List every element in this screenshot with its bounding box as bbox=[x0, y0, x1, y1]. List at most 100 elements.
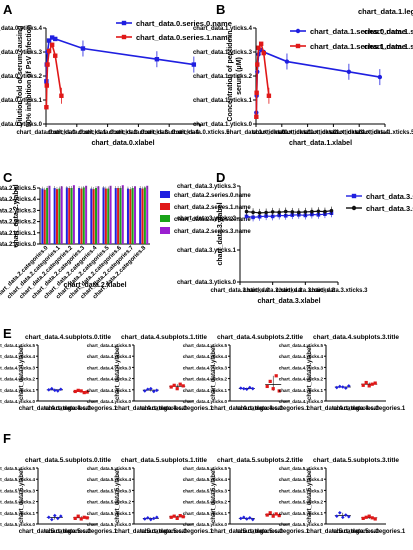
panel-f-subplot-1-category-label: chart_data.5.categories.0 bbox=[115, 529, 188, 535]
panel-a-x-axis-title: chart_data.0.xlabel bbox=[91, 140, 154, 147]
panel-a-xtick-label: chart_data.0.xticks.3 bbox=[109, 130, 169, 136]
panel-e-subplot-2-ytick-label: chart_data.4.yticks.2 bbox=[183, 377, 228, 382]
panel-f-subplot-1-data-point bbox=[149, 517, 153, 522]
panel-d-data-point bbox=[270, 214, 275, 219]
panel-f-subplot-3-y-axis-title: chart_data.5.ylabel bbox=[307, 469, 313, 523]
panel-e-subplot-1-data-point bbox=[149, 386, 153, 391]
panel-c-bar bbox=[131, 188, 134, 244]
panel-c-bar bbox=[119, 188, 122, 244]
panel-f-subplot-1-ytick-label: chart_data.5.yticks.2 bbox=[87, 500, 132, 505]
panel-f-subplot-0-data-point bbox=[56, 516, 60, 521]
panel-c-bar bbox=[55, 189, 58, 244]
panel-f-subplot-0-data-point bbox=[59, 514, 63, 518]
panel-f-subplot-3-ytick-label: chart_data.5.yticks.2 bbox=[279, 500, 324, 505]
panel-c-bar bbox=[114, 188, 117, 244]
panel-e-subplot-2-data-point bbox=[268, 379, 272, 383]
panel-c-bar bbox=[43, 189, 46, 244]
panel-a-legend-label: chart_data.0.series.1.name bbox=[136, 33, 232, 42]
panel-c-legend-swatch bbox=[160, 203, 170, 210]
panel-f-subplot-2-data-point bbox=[251, 517, 255, 522]
panel-f-subplot-2-ytick-label: chart_data.5.yticks.0 bbox=[183, 522, 228, 527]
panel-e-subplot-1-data-point bbox=[172, 383, 176, 387]
panel-d-data-point bbox=[316, 209, 321, 214]
panel-c-bar bbox=[82, 188, 85, 244]
panel-c-bar bbox=[146, 188, 149, 244]
panel-f-subplot-1-data-point bbox=[169, 515, 173, 519]
panel-a-series-line-0 bbox=[45, 36, 194, 82]
panel-label-d: D bbox=[216, 170, 225, 185]
panel-c-bar bbox=[60, 188, 63, 244]
panel-c-y-axis-title: chart_data.2.ylabel bbox=[13, 184, 20, 247]
panel-a-xtick-label: chart_data.0.xticks.2 bbox=[78, 130, 138, 136]
panel-e-subplot-0-category-label: chart_data.4.categories.0 bbox=[19, 406, 92, 412]
panel-a-ytick-label: chart_data.0.yticks.4 bbox=[0, 26, 43, 32]
panel-f-subplot-0-category-label: chart_data.5.categories.0 bbox=[19, 529, 92, 535]
panel-d-data-point bbox=[283, 213, 288, 218]
panel-f-subplot-0-data-point bbox=[47, 515, 51, 520]
panel-e-subplot-2-ytick-label: chart_data.4.yticks.0 bbox=[183, 399, 228, 404]
panel-f-subplot-3-data-point bbox=[361, 516, 365, 520]
panel-b-ytick-label: chart_data.1.yticks.4 bbox=[193, 26, 253, 32]
panel-d-data-point bbox=[310, 209, 314, 214]
panel-e-subplot-0-data-point bbox=[82, 391, 86, 395]
panel-a-data-point bbox=[80, 46, 86, 51]
panel-c-bar bbox=[92, 189, 95, 244]
panel-d-data-point bbox=[303, 210, 308, 214]
panel-b-legend-label: chart_data.1.series.0.name bbox=[310, 27, 406, 36]
panel-e-subplot-0-data-point bbox=[50, 386, 54, 391]
panel-c-legend-label: chart_data.2.series.1.name bbox=[174, 205, 251, 211]
panel-a-legend-label: chart_data.0.series.0.name bbox=[136, 19, 232, 28]
panel-c-bar bbox=[121, 188, 124, 244]
panel-e-subplot-0-ytick-label: chart_data.4.yticks.4 bbox=[0, 354, 35, 359]
panel-e-subplot-1-ytick-label: chart_data.4.yticks.5 bbox=[87, 343, 132, 348]
panel-e-subplot-1-title: chart_data.4.subplots.1.title bbox=[121, 334, 207, 341]
panel-e-subplot-3-ytick-label: chart_data.4.yticks.2 bbox=[279, 377, 324, 382]
panel-b-data-point bbox=[266, 93, 272, 98]
panel-e-subplot-3-ytick-label: chart_data.4.yticks.1 bbox=[279, 388, 324, 393]
panel-c-bar bbox=[41, 188, 44, 244]
panel-a-y-axis-title-line2: 50% inhibition of PsV infection bbox=[26, 25, 33, 127]
panel-e-subplot-3-data-point bbox=[367, 384, 371, 388]
panel-e-subplot-2-ytick-label: chart_data.4.yticks.3 bbox=[183, 365, 228, 370]
panel-d-data-point bbox=[283, 209, 288, 214]
panel-b-legend-marker bbox=[295, 28, 301, 34]
panel-f-subplot-2-ytick-label: chart_data.5.yticks.3 bbox=[183, 488, 228, 493]
panel-f-subplot-1-ytick-label: chart_data.5.yticks.0 bbox=[87, 522, 132, 527]
panel-label-f: F bbox=[3, 431, 11, 446]
panel-c-bar bbox=[139, 188, 142, 244]
panel-d-xtick-label: chart_data.3.xticks.3 bbox=[308, 288, 368, 294]
panel-d-data-point bbox=[270, 210, 275, 214]
panel-f-subplot-3-ytick-label: chart_data.5.yticks.4 bbox=[279, 477, 324, 482]
panel-e-subplot-3-data-point bbox=[361, 383, 365, 387]
panel-b-ytick-label: chart_data.1.yticks.3 bbox=[193, 50, 253, 56]
panel-d-data-point bbox=[329, 208, 334, 213]
panel-e-subplot-1-data-point bbox=[155, 388, 159, 393]
panel-f-subplot-1-y-axis-title: chart_data.5.ylabel bbox=[115, 469, 121, 523]
panel-b-legend-label: chart_data.1.series.1.name bbox=[310, 42, 406, 51]
panel-e-subplot-0-data-point bbox=[59, 387, 63, 392]
panel-b-y-axis-title: Concentration of peptide in serum (μM) bbox=[227, 31, 243, 122]
panel-e-subplot-2-ytick-label: chart_data.4.yticks.1 bbox=[183, 388, 228, 393]
panel-f-subplot-3-data-point bbox=[373, 517, 377, 521]
panel-c-bar bbox=[107, 188, 110, 244]
panel-c-legend-swatch bbox=[160, 215, 170, 222]
panel-f-subplot-3-data-point bbox=[338, 511, 342, 515]
panel-d-xtick-label: chart_data.3.xticks.2 bbox=[276, 288, 336, 294]
panel-c-bar bbox=[80, 188, 83, 244]
panel-f-subplot-1-data-point bbox=[178, 514, 182, 518]
panel-e-subplot-1-y-axis-title: chart_data.4.ylabel bbox=[115, 346, 121, 400]
panel-d-data-point bbox=[297, 210, 301, 215]
panel-f-subplot-2-data-point bbox=[265, 513, 269, 517]
panel-d-ytick-label: chart_data.3.yticks.2 bbox=[177, 216, 237, 222]
panel-b-legend-header: chart_data.1.legend_header bbox=[358, 7, 413, 16]
panel-f-subplot-1-title: chart_data.5.subplots.1.title bbox=[121, 457, 207, 464]
panel-d-ytick-label: chart_data.3.yticks.1 bbox=[177, 248, 237, 254]
panel-e-subplot-1-ytick-label: chart_data.4.yticks.3 bbox=[87, 365, 132, 370]
panel-e-subplot-3-data-point bbox=[373, 381, 377, 385]
panel-f-subplot-2-title: chart_data.5.subplots.2.title bbox=[217, 457, 303, 464]
panel-label-a: A bbox=[3, 2, 13, 17]
panel-f-subplot-1-data-point bbox=[155, 515, 159, 520]
panel-f-subplot-2-y-axis-title: chart_data.5.ylabel bbox=[211, 469, 217, 523]
panel-e-subplot-0-ytick-label: chart_data.4.yticks.1 bbox=[0, 388, 35, 393]
panel-a-xtick-label: chart_data.0.xticks.5 bbox=[170, 130, 230, 136]
